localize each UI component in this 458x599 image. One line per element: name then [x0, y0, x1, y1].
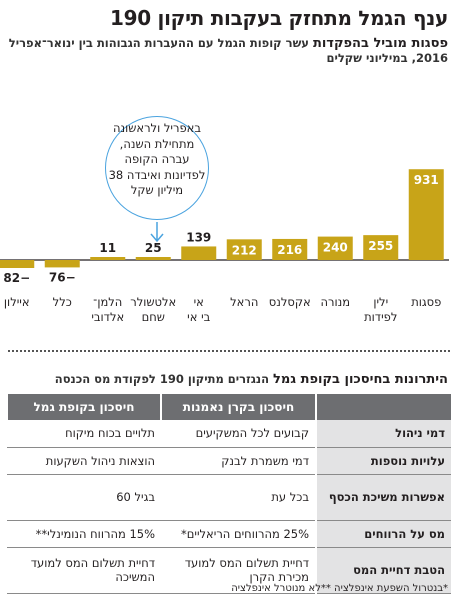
row-label: מס על הרווחים: [315, 520, 451, 548]
fund-cell: 25% מהרווחים הריאליים*: [161, 520, 316, 548]
category-label: אקסלנס: [269, 295, 311, 309]
value-label: 216: [277, 243, 302, 257]
table-title-rest: הנגזרים מתיקון 190 לפקודת מס הכנסה: [54, 372, 273, 386]
fund-cell: דחיית תשלום המס למועד מכירת הקרן: [161, 547, 316, 594]
table-row: עלויות נוספות דמי משמרת לבנק הוצאות ניהו…: [7, 447, 451, 475]
table-header-gemel: חיסכון בקופת גמל: [6, 394, 161, 420]
chart-subtitle-rest: עשר קופות הגמל עם ההעברות הגבוהות בין ינ…: [8, 36, 448, 65]
chart-subtitle: פסגות מוביל בהפקדות עשר קופות הגמל עם הה…: [8, 36, 448, 66]
value-label: 931: [414, 173, 439, 187]
gemel-cell: בגיל 60: [7, 474, 161, 521]
fund-cell: בכל עת: [161, 474, 316, 521]
bar: [135, 257, 171, 260]
category-label: איילון: [4, 295, 30, 309]
value-label: 11: [99, 241, 116, 255]
value-label: 255: [368, 239, 393, 253]
value-label: −82: [3, 271, 30, 285]
footnote: *בנטרול השפעת אינפלציה **לא מנוטרל אינפל…: [231, 583, 448, 594]
table-row: הטבת דחיית המס דחיית תשלום המס למועד מכי…: [7, 547, 451, 594]
bar-chart: 931 פסגות 255 ילין לפידות 240 מנורה 216 אקסלנס 21…: [0, 169, 449, 324]
category-label: כלל: [53, 295, 72, 309]
table-header-blank: [315, 394, 451, 420]
bar: [272, 238, 308, 260]
category-label: ילין לפידות: [364, 295, 397, 324]
category-label: הראל: [230, 295, 258, 309]
callout-arrow: [150, 222, 164, 243]
row-label: אפשרות משיכת הכסף: [315, 474, 451, 521]
callout-text: באפריל ולראשונה מתחילת השנה, עברה הקופה …: [108, 121, 206, 197]
bar: [0, 260, 35, 268]
row-label: דמי ניהול: [315, 420, 451, 448]
category-label: אלטשולר שחם: [130, 295, 176, 324]
gemel-cell: הוצאות ניהול השקעות: [7, 447, 161, 475]
headline: ענף הגמל מתחזק בעקבות תיקון 190: [110, 6, 448, 30]
value-label: 240: [323, 241, 348, 255]
gemel-cell: תלויים בכוח מיקוח: [7, 420, 161, 448]
category-label: פסגות: [411, 295, 441, 309]
category-label: הלמן־ אלדובי: [91, 295, 124, 324]
bar: [44, 260, 80, 268]
table-header-fund: חיסכון בקרן נאמנות: [160, 394, 316, 420]
category-label: מנורה: [320, 295, 350, 309]
section-divider: [8, 350, 450, 352]
gemel-cell: 15% מהרווח הנומינלי**: [7, 520, 161, 548]
callout-circle: [105, 116, 209, 220]
bar: [181, 246, 217, 260]
fund-cell: קבועים לכל המשקיעים: [161, 420, 316, 448]
bar: [363, 235, 399, 260]
table-title: היתרונות בחיסכון בקופת גמל הנגזרים מתיקו…: [8, 372, 448, 387]
category-label: אי בי אי: [187, 295, 210, 324]
chart-subtitle-bold: פסגות מוביל בהפקדות: [312, 36, 448, 51]
bar: [90, 257, 126, 260]
gemel-cell: דחיית תשלום המס למועד המשיכה: [7, 547, 161, 594]
table-row: אפשרות משיכת הכסף בכל עת בגיל 60: [7, 474, 451, 521]
table-title-bold: היתרונות בחיסכון בקופת גמל: [272, 372, 448, 387]
row-label: עלויות נוספות: [315, 447, 451, 475]
fund-cell: דמי משמרת לבנק: [161, 447, 316, 475]
bar: [317, 236, 353, 260]
table-row: מס על הרווחים 25% מהרווחים הריאליים* 15%…: [7, 520, 451, 548]
table-row: דמי ניהול קבועים לכל המשקיעים תלויים בכו…: [7, 420, 451, 448]
bar: [226, 239, 262, 260]
value-label: −76: [49, 270, 76, 284]
value-label: 25: [145, 241, 162, 255]
value-label: 212: [232, 243, 257, 257]
value-label: 139: [186, 230, 211, 244]
row-label: הטבת דחיית המס: [315, 547, 451, 594]
bar: [408, 169, 444, 260]
comparison-table: חיסכון בקרן נאמנות חיסכון בקופת גמל דמי …: [6, 394, 451, 594]
